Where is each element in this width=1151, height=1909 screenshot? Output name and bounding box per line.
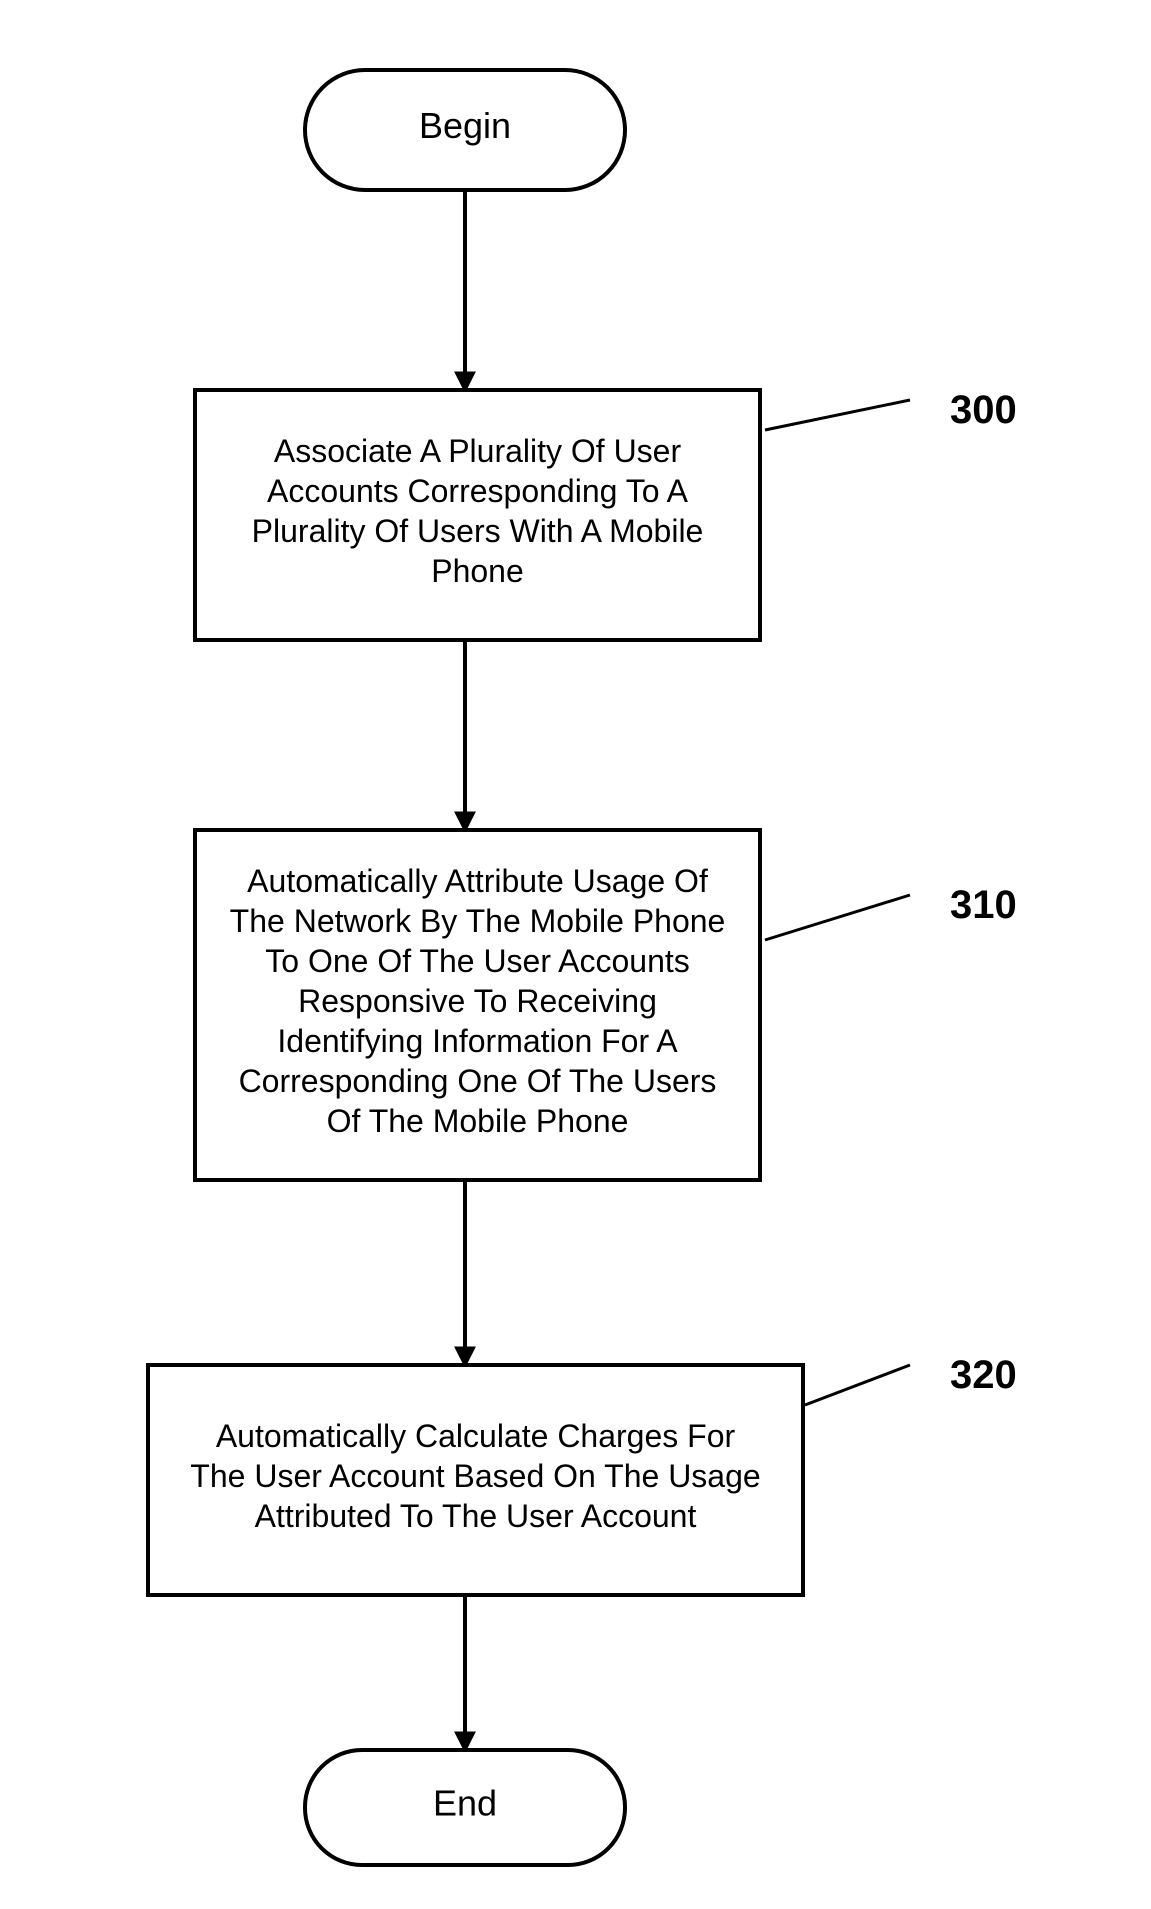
node-end: End [305,1750,625,1865]
ref-label-310: 310 [950,883,1017,927]
node-step320-label: Attributed To The User Account [255,1498,697,1534]
node-step310-label: The Network By The Mobile Phone [230,903,726,939]
node-step310-label: Of The Mobile Phone [327,1103,629,1139]
node-step320-label: The User Account Based On The Usage [190,1458,760,1494]
node-step310: Automatically Attribute Usage Of The Netw… [195,830,760,1180]
node-step300-label: Accounts Corresponding To A [267,473,689,509]
ref-label-300: 300 [950,388,1017,432]
node-begin: Begin [305,70,625,190]
node-step310-label: Identifying Information For A [277,1023,678,1059]
flowchart: Begin Associate A Plurality Of User Accoun… [0,0,1151,1909]
node-end-label: End [433,1783,497,1824]
node-step320-label: Automatically Calculate Charges For [216,1418,736,1454]
node-begin-label: Begin [419,105,511,146]
node-step310-label: Corresponding One Of The Users [239,1063,717,1099]
node-step310-label: Responsive To Receiving [298,983,657,1019]
node-step300-label: Phone [431,553,524,589]
node-step310-label: Automatically Attribute Usage Of [247,863,708,899]
node-step320: Automatically Calculate Charges For The U… [148,1365,803,1595]
node-step310-label: To One Of The User Accounts [265,943,690,979]
node-step300-label: Associate A Plurality Of User [274,433,682,469]
ref-label-320: 320 [950,1353,1017,1397]
node-step300-label: Plurality Of Users With A Mobile [252,513,704,549]
node-step300: Associate A Plurality Of User Accounts Co… [195,390,760,640]
